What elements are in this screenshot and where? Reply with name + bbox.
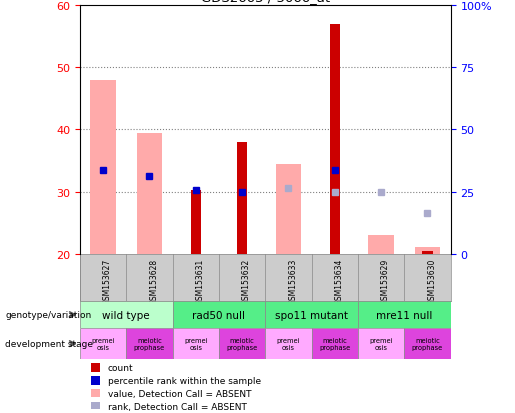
Text: rad50 null: rad50 null [193, 310, 245, 320]
Bar [80, 328, 126, 359]
Text: GSM153631: GSM153631 [196, 258, 204, 304]
Text: mre11 null: mre11 null [376, 310, 433, 320]
Bar [330, 25, 340, 254]
Text: value, Detection Call = ABSENT: value, Detection Call = ABSENT [108, 389, 251, 398]
Bar [219, 328, 265, 359]
Text: GSM153630: GSM153630 [427, 258, 436, 304]
Text: GSM153627: GSM153627 [103, 258, 112, 304]
Text: GSM153634: GSM153634 [335, 258, 344, 304]
Bar [173, 328, 219, 359]
Bar [80, 301, 173, 328]
Text: genotype/variation: genotype/variation [5, 311, 91, 319]
Bar [276, 164, 301, 254]
Bar [415, 248, 440, 254]
Text: count: count [108, 363, 133, 372]
Bar [90, 81, 116, 254]
Text: GSM153632: GSM153632 [242, 258, 251, 304]
Bar [312, 328, 358, 359]
Text: premei
osis: premei osis [184, 337, 208, 350]
Text: GSM153628: GSM153628 [149, 258, 158, 304]
Text: GSM153629: GSM153629 [381, 258, 390, 304]
Bar [358, 301, 451, 328]
Bar [368, 235, 394, 254]
Bar [422, 251, 433, 254]
Bar [191, 190, 201, 254]
Text: premei
osis: premei osis [369, 337, 393, 350]
Bar [265, 301, 358, 328]
Text: percentile rank within the sample: percentile rank within the sample [108, 376, 261, 385]
Bar [173, 301, 265, 328]
Text: meiotic
prophase: meiotic prophase [412, 337, 443, 350]
Text: meiotic
prophase: meiotic prophase [134, 337, 165, 350]
Text: spo11 mutant: spo11 mutant [275, 310, 348, 320]
Title: GDS2663 / 5066_at: GDS2663 / 5066_at [201, 0, 330, 4]
Text: development stage: development stage [5, 339, 93, 348]
Text: wild type: wild type [102, 310, 150, 320]
Text: premei
osis: premei osis [91, 337, 115, 350]
Bar [358, 328, 404, 359]
Bar [91, 389, 100, 397]
Text: meiotic
prophase: meiotic prophase [319, 337, 350, 350]
Text: premei
osis: premei osis [277, 337, 300, 350]
Bar [265, 328, 312, 359]
Text: meiotic
prophase: meiotic prophase [227, 337, 258, 350]
Bar [136, 133, 162, 254]
Text: rank, Detection Call = ABSENT: rank, Detection Call = ABSENT [108, 401, 247, 411]
Bar [91, 363, 100, 372]
Bar [404, 328, 451, 359]
Bar [91, 376, 100, 385]
Bar [91, 402, 100, 410]
Bar [237, 142, 247, 254]
Bar [126, 328, 173, 359]
Text: GSM153633: GSM153633 [288, 258, 297, 304]
